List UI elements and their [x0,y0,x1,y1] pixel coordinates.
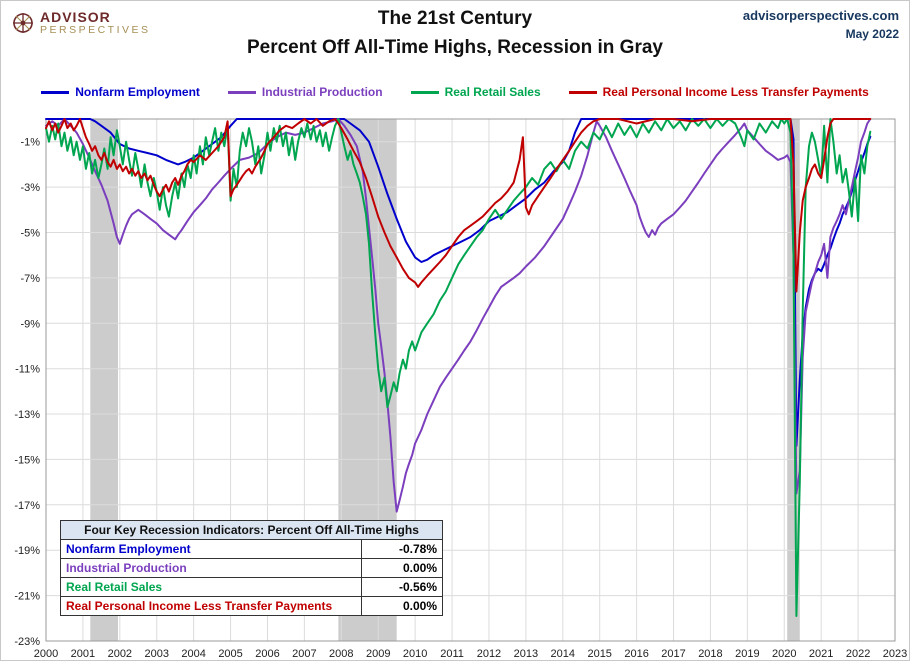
y-axis-tick-label: -9% [20,318,40,330]
x-axis-tick-label: 2022 [846,648,870,660]
x-axis-tick-label: 2020 [772,648,796,660]
compass-logo-icon [13,12,33,33]
series-industrial-production [45,118,872,513]
logo-advisor-text: ADVISOR [40,9,111,25]
x-axis-tick-label: 2021 [809,648,833,660]
y-axis-tick-label: -7% [20,273,40,285]
x-axis-tick-label: 2000 [34,648,58,660]
chart-legend: Nonfarm Employment Industrial Production R… [1,85,909,99]
x-axis-tick-label: 2019 [735,648,759,660]
y-axis-tick-label: -5% [20,227,40,239]
series-real-retail-sales [45,118,872,617]
x-axis-tick-label: 2017 [661,648,685,660]
recession-indicators-table: Four Key Recession Indicators: Percent O… [60,520,443,616]
x-axis-tick-label: 2011 [440,648,464,660]
logo-perspectives-text: PERSPECTIVES [40,23,151,36]
recession-band [787,119,800,641]
indicator-label: Nonfarm Employment [60,539,362,559]
legend-label: Real Retail Sales [444,85,541,99]
y-axis-tick-label: -19% [14,545,40,557]
y-axis-tick-label: -3% [20,182,40,194]
legend-item: Industrial Production [227,85,383,99]
y-axis-tick-label: -21% [14,591,40,603]
indicator-value: 0.00% [361,596,443,616]
series-real-personal-income-less-transfer-payments [45,118,872,293]
site-link-text[interactable]: advisorperspectives.com [742,8,899,23]
x-axis-tick-label: 2016 [624,648,648,660]
y-axis-tick-label: -15% [14,454,40,466]
table-row: Industrial Production 0.00% [60,558,443,578]
indicator-value: 0.00% [361,558,443,578]
indicator-value: -0.56% [361,577,443,597]
x-axis-tick-label: 2005 [218,648,242,660]
legend-swatch [227,90,256,94]
x-axis-tick-label: 2015 [587,648,611,660]
x-axis-tick-label: 2013 [514,648,538,660]
x-axis-tick-label: 2012 [477,648,501,660]
x-axis-tick-label: 2002 [108,648,132,660]
advisor-perspectives-logo: ADVISOR PERSPECTIVES [11,10,151,36]
y-axis-tick-label: -17% [14,500,40,512]
legend-swatch [568,90,597,94]
chart-title-line1: The 21st Century [377,8,533,29]
legend-swatch [410,90,439,94]
x-axis-tick-label: 2010 [403,648,427,660]
y-axis-tick-label: -23% [14,636,40,648]
indicator-value: -0.78% [361,539,443,559]
x-axis-tick-label: 2001 [71,648,95,660]
series-nonfarm-employment [45,118,872,447]
indicator-label: Industrial Production [60,558,362,578]
legend-item: Real Personal Income Less Transfer Payme… [568,85,869,99]
indicator-label: Real Retail Sales [60,577,362,597]
table-row: Real Personal Income Less Transfer Payme… [60,596,443,616]
legend-item: Real Retail Sales [410,85,541,99]
publication-date: May 2022 [845,27,899,41]
x-axis-tick-label: 2007 [292,648,316,660]
plot-border [45,118,896,642]
x-axis-tick-label: 2006 [255,648,279,660]
legend-label: Nonfarm Employment [75,85,200,99]
y-axis-tick-label: -13% [14,409,40,421]
x-axis-tick-label: 2004 [181,648,205,660]
y-axis-tick-label: -11% [15,364,40,376]
legend-item: Nonfarm Employment [41,85,200,99]
chart-title-line2: Percent Off All-Time Highs, Recession in… [246,37,663,58]
x-axis-tick-label: 2018 [698,648,722,660]
table-row: Nonfarm Employment -0.78% [60,539,443,559]
x-axis-tick-label: 2003 [144,648,168,660]
x-axis-tick-label: 2023 [883,648,907,660]
indicator-label: Real Personal Income Less Transfer Payme… [60,596,362,616]
table-row: Real Retail Sales -0.56% [60,577,443,597]
legend-label: Real Personal Income Less Transfer Payme… [602,85,869,99]
y-axis-tick-label: -1% [20,137,40,149]
legend-swatch [41,90,70,94]
legend-label: Industrial Production [261,85,383,99]
x-axis-tick-label: 2008 [329,648,353,660]
table-title: Four Key Recession Indicators: Percent O… [60,520,443,540]
x-axis-tick-label: 2009 [366,648,390,660]
x-axis-tick-label: 2014 [551,648,575,660]
